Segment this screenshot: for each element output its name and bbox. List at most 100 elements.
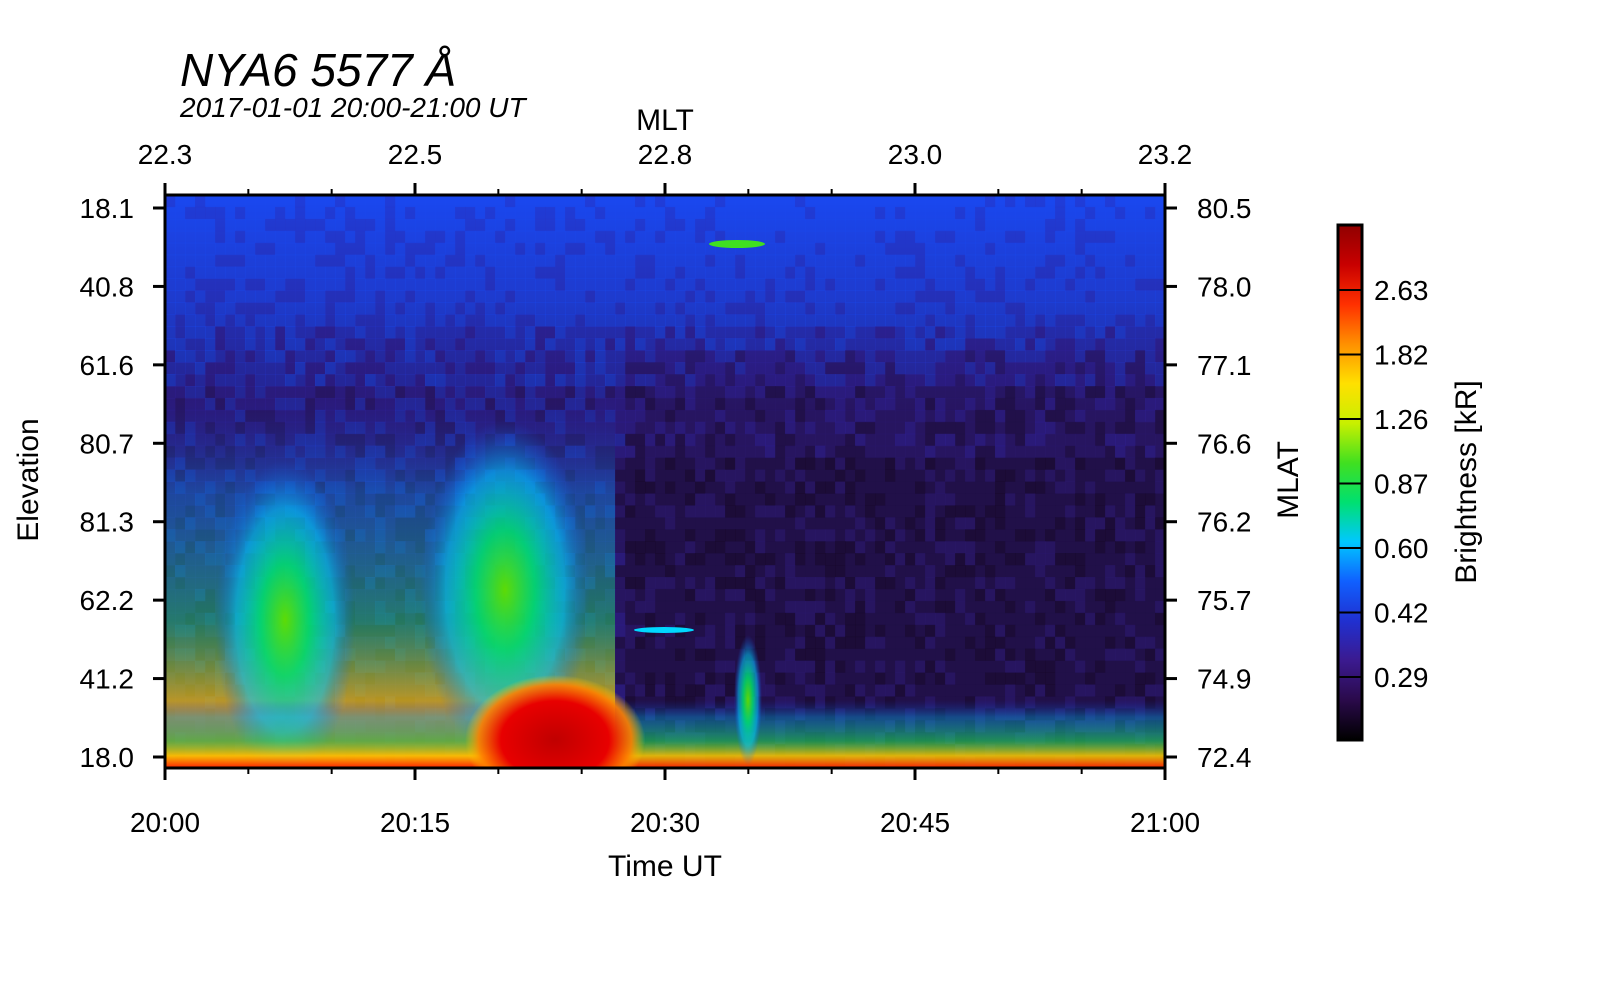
- heatmap-cell: [315, 278, 326, 291]
- heatmap-cell: [925, 577, 936, 590]
- heatmap-cell: [635, 314, 646, 327]
- heatmap-cell: [385, 206, 396, 220]
- heatmap-cell: [945, 350, 956, 363]
- heatmap-cell: [405, 195, 416, 208]
- heatmap-cell: [885, 636, 896, 650]
- heatmap-cell: [1135, 541, 1146, 554]
- heatmap-cell: [615, 314, 626, 327]
- heatmap-cell: [1085, 457, 1096, 470]
- heatmap-cell: [425, 386, 436, 399]
- heatmap-cell: [245, 386, 256, 399]
- heatmap-cell: [1055, 433, 1066, 447]
- heatmap-cell: [1055, 553, 1066, 566]
- heatmap-cell: [495, 254, 506, 268]
- heatmap-cell: [245, 242, 256, 256]
- heatmap-cell: [645, 230, 656, 244]
- heatmap-cell: [775, 684, 786, 697]
- heatmap-cell: [815, 338, 826, 351]
- heatmap-cell: [665, 672, 676, 685]
- heatmap-cell: [815, 469, 826, 482]
- heatmap-cell: [1055, 374, 1066, 387]
- heatmap-cell: [615, 230, 626, 244]
- heatmap-cell: [285, 254, 296, 268]
- heatmap-cell: [975, 254, 986, 268]
- heatmap-cell: [565, 338, 576, 351]
- heatmap-cell: [705, 195, 716, 208]
- heatmap-cell: [635, 206, 646, 220]
- heatmap-cell: [765, 624, 776, 638]
- heatmap-cell: [705, 553, 716, 566]
- heatmap-cell: [995, 624, 1006, 638]
- heatmap-cell: [815, 636, 826, 650]
- heatmap-cell: [1055, 529, 1066, 542]
- heatmap-cell: [1125, 195, 1136, 208]
- heatmap-cell: [1105, 338, 1116, 351]
- heatmap-cell: [775, 302, 786, 315]
- heatmap-cell: [1095, 624, 1106, 638]
- heatmap-cell: [1145, 218, 1156, 232]
- heatmap-cell: [235, 230, 246, 244]
- heatmap-cell: [1065, 421, 1076, 435]
- heatmap-cell: [345, 290, 356, 303]
- heatmap-cell: [985, 553, 996, 566]
- heatmap-cell: [1085, 469, 1096, 482]
- heatmap-cell: [745, 242, 756, 256]
- heatmap-cell: [905, 600, 916, 614]
- heatmap-cell: [1135, 553, 1146, 566]
- heatmap-cell: [815, 230, 826, 244]
- heatmap-cell: [955, 660, 966, 673]
- heatmap-cell: [945, 278, 956, 291]
- heatmap-cell: [315, 242, 326, 256]
- heatmap-cell: [985, 672, 996, 685]
- heatmap-cell: [945, 588, 956, 602]
- heatmap-cell: [795, 648, 806, 661]
- heatmap-cell: [1045, 481, 1056, 494]
- heatmap-cell: [595, 206, 606, 220]
- heatmap-cell: [1075, 541, 1086, 554]
- heatmap-cell: [875, 648, 886, 661]
- heatmap-cell: [1145, 433, 1156, 447]
- heatmap-cell: [1095, 636, 1106, 650]
- heatmap-cell: [545, 195, 556, 208]
- heatmap-cell: [1055, 302, 1066, 315]
- heatmap-cell: [285, 314, 296, 327]
- heatmap-cell: [925, 445, 936, 459]
- heatmap-cell: [465, 218, 476, 232]
- heatmap-cell: [865, 278, 876, 291]
- heatmap-cell: [795, 481, 806, 494]
- heatmap-cell: [665, 230, 676, 244]
- heatmap-cell: [985, 457, 996, 470]
- heatmap-cell: [645, 660, 656, 673]
- heatmap-cell: [285, 362, 296, 375]
- heatmap-cell: [825, 469, 836, 482]
- heatmap-cell: [785, 672, 796, 685]
- heatmap-cell: [455, 350, 466, 363]
- heatmap-cell: [275, 195, 286, 208]
- heatmap-cell: [895, 648, 906, 661]
- heatmap-cell: [435, 338, 446, 351]
- heatmap-cell: [885, 529, 896, 542]
- heatmap-cell: [985, 433, 996, 447]
- heatmap-cell: [835, 481, 846, 494]
- heatmap-cell: [185, 242, 196, 256]
- heatmap-cell: [525, 338, 536, 351]
- heatmap-cell: [935, 660, 946, 673]
- heatmap-cell: [345, 350, 356, 363]
- heatmap-cell: [775, 254, 786, 268]
- heatmap-cell: [1035, 600, 1046, 614]
- heatmap-cell: [855, 672, 866, 685]
- heatmap-cell: [635, 529, 646, 542]
- heatmap-cell: [235, 326, 246, 339]
- heatmap-cell: [1015, 421, 1026, 435]
- heatmap-cell: [995, 242, 1006, 256]
- heatmap-cell: [655, 636, 666, 650]
- heatmap-cell: [765, 409, 776, 423]
- heatmap-cell: [975, 684, 986, 697]
- heatmap-cell: [1105, 242, 1116, 256]
- heatmap-cell: [625, 505, 636, 518]
- heatmap-cell: [795, 374, 806, 387]
- heatmap-cell: [1035, 541, 1046, 554]
- heatmap-cell: [915, 409, 926, 423]
- heatmap-cell: [1145, 326, 1156, 339]
- left-tick-label: 18.1: [80, 193, 135, 224]
